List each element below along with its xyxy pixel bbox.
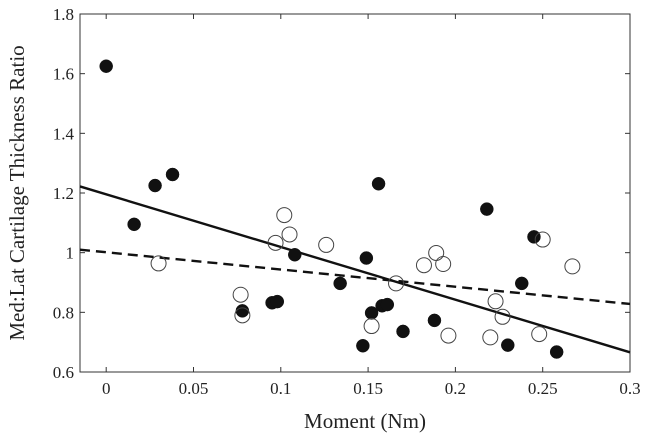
x-axis-title: Moment (Nm) — [304, 409, 426, 433]
plot-frame — [79, 13, 631, 373]
open-data-point — [494, 308, 511, 325]
filled-data-point — [356, 338, 370, 353]
open-data-point — [415, 257, 432, 274]
filled-data-point — [549, 345, 564, 359]
open-data-point — [428, 244, 445, 261]
filled-data-point — [427, 313, 442, 328]
filled-data-point — [514, 276, 529, 291]
plot-area-border — [79, 13, 631, 373]
y-tick-label: 1.6 — [53, 65, 74, 84]
dashed-fit-line — [79, 248, 631, 306]
filled-data-point — [371, 177, 386, 191]
open-data-point — [363, 318, 380, 335]
filled-data-point — [99, 59, 113, 73]
filled-data-point — [359, 251, 374, 265]
x-tick-label: 0.05 — [179, 379, 209, 398]
filled-data-point — [288, 248, 302, 262]
x-axis-ticks: 0 0.05 0.1 0.15 0.2 0.25 0.3 — [102, 14, 641, 398]
y-axis-title: Med:Lat Cartilage Thickness Ratio — [5, 45, 29, 340]
filled-data-point — [527, 230, 541, 244]
y-tick-label: 0.8 — [53, 303, 74, 322]
y-tick-label: 1.8 — [53, 5, 74, 24]
x-tick-label: 0.25 — [528, 379, 558, 398]
filled-data-point — [333, 276, 347, 291]
filled-data-point — [127, 217, 141, 232]
open-data-point — [318, 236, 335, 253]
x-tick-label: 0.3 — [619, 379, 640, 398]
data-points — [99, 59, 581, 359]
filled-data-point — [165, 167, 180, 182]
y-axis-ticks: 0.6 0.8 1 1.2 1.4 1.6 1.8 — [53, 5, 630, 382]
x-tick-label: 0.15 — [353, 379, 383, 398]
open-data-point — [482, 329, 499, 346]
open-data-point — [487, 293, 504, 310]
filled-data-point — [501, 338, 515, 352]
open-data-point — [267, 234, 284, 251]
y-tick-label: 0.6 — [53, 363, 74, 382]
filled-data-point — [364, 306, 379, 320]
open-data-point — [440, 327, 457, 344]
y-tick-label: 1.2 — [53, 184, 74, 203]
filled-data-point — [270, 294, 285, 309]
x-tick-label: 0 — [102, 379, 111, 398]
filled-data-point — [148, 178, 162, 193]
open-data-point — [534, 231, 551, 248]
open-data-point — [388, 275, 405, 292]
open-data-point — [281, 226, 298, 243]
open-data-point — [564, 258, 581, 275]
open-data-point — [435, 256, 452, 273]
open-data-point — [276, 207, 293, 224]
open-data-point — [234, 307, 251, 324]
y-tick-label: 1.4 — [53, 124, 75, 143]
open-data-point — [531, 326, 548, 343]
filled-data-point — [235, 304, 250, 318]
x-tick-label: 0.2 — [445, 379, 466, 398]
open-data-point — [150, 255, 167, 272]
filled-data-point — [380, 297, 395, 312]
filled-data-point — [396, 324, 410, 339]
fit-lines — [79, 185, 631, 354]
open-data-point — [232, 286, 249, 303]
y-tick-label: 1 — [66, 244, 75, 263]
x-tick-label: 0.1 — [270, 379, 291, 398]
filled-data-point — [480, 202, 494, 216]
solid-fit-line — [79, 185, 631, 354]
